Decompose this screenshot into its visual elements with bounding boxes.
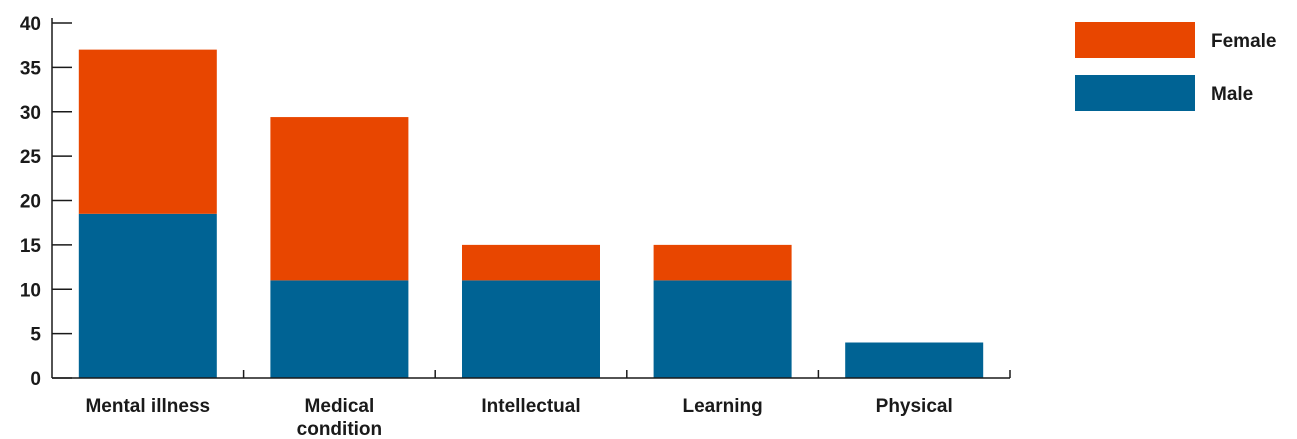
bar-learning-female: [653, 244, 792, 281]
y-tick-label-20: 20: [20, 192, 41, 213]
y-tick-label-15: 15: [20, 236, 42, 257]
y-tick-label-5: 5: [30, 325, 41, 346]
bar-medical-condition-female: [270, 117, 409, 281]
x-category-label-mental-illness: Mental illness: [85, 396, 210, 417]
y-tick-label-30: 30: [20, 103, 41, 124]
legend-label-male: Male: [1211, 84, 1253, 105]
bar-learning-male: [653, 280, 792, 378]
bar-mental-illness-female: [78, 49, 217, 214]
y-tick-label-35: 35: [20, 58, 42, 79]
y-tick-label-10: 10: [20, 280, 41, 301]
bar-physical-male: [845, 342, 984, 378]
legend-label-female: Female: [1211, 31, 1276, 52]
legend-swatch-female: [1075, 22, 1195, 58]
y-tick-label-0: 0: [30, 369, 41, 390]
bar-medical-condition-male: [270, 280, 409, 378]
bar-mental-illness-male: [78, 213, 217, 378]
legend: Female Male: [1075, 22, 1276, 111]
bar-intellectual-female: [462, 244, 600, 281]
x-category-label-intellectual: Intellectual: [481, 396, 580, 417]
legend-swatch-male: [1075, 75, 1195, 111]
x-category-label-learning: Learning: [682, 396, 762, 417]
bar-intellectual-male: [462, 280, 600, 378]
bars-layer: [78, 49, 984, 378]
y-tick-label-25: 25: [20, 147, 42, 168]
tick-labels-layer: 0 5 10 15 20 25 30 35 40 Mental illness Medical con…: [20, 14, 953, 439]
x-category-label-physical: Physical: [876, 396, 953, 417]
axes-layer: [51, 18, 1011, 379]
y-tick-label-40: 40: [20, 14, 41, 35]
x-category-label-medical-condition: Medical condition: [297, 396, 382, 439]
